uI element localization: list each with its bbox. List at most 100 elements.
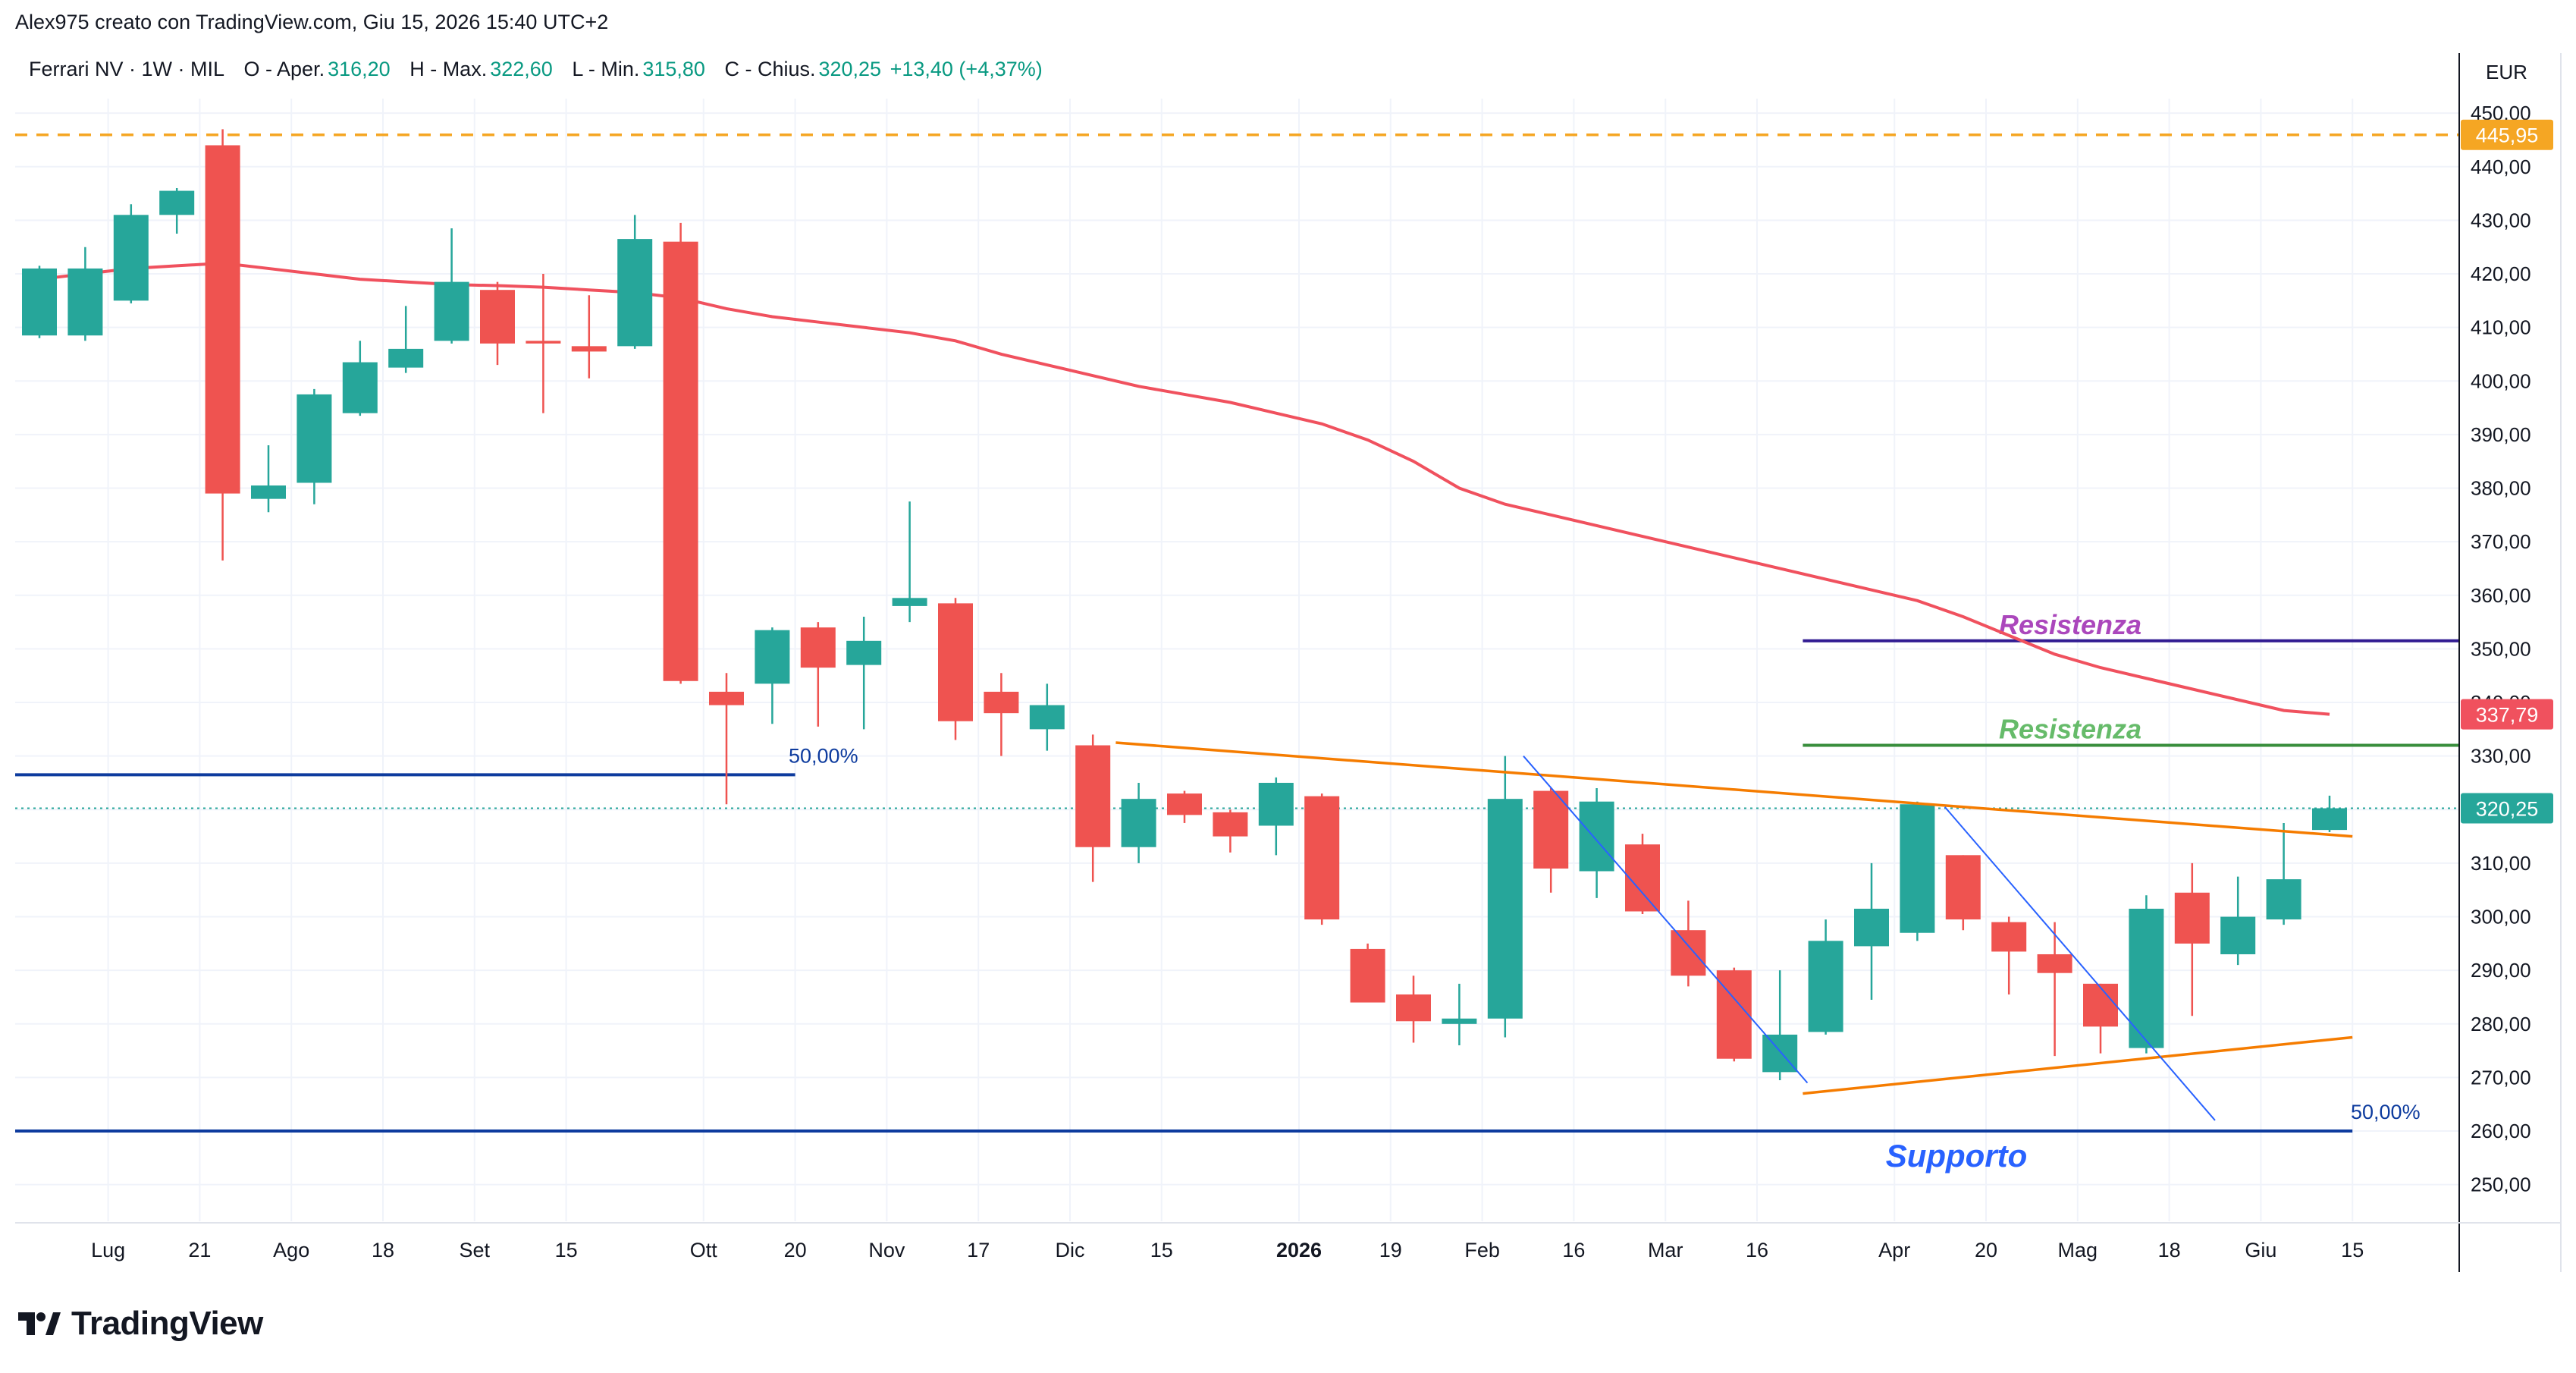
candle-body-down	[480, 290, 515, 344]
candle-body-up	[251, 485, 286, 499]
y-tick-label: 400,00	[2471, 369, 2531, 392]
x-tick-label: 15	[2341, 1239, 2364, 1261]
x-tick-label: 19	[1379, 1239, 1402, 1261]
x-tick-label: Nov	[868, 1239, 905, 1261]
candle-body-down	[938, 603, 973, 721]
candle-body-up	[1258, 782, 1294, 826]
y-tick-label: 420,00	[2471, 262, 2531, 285]
candle-body-up	[297, 394, 332, 483]
candle-body-down	[1671, 930, 1706, 976]
candle-body-down	[1625, 844, 1660, 912]
max-level-tag: 445,95	[2476, 124, 2539, 147]
x-tick-label: 18	[372, 1239, 394, 1261]
moving-average	[39, 261, 2330, 716]
candle-body-up	[22, 268, 57, 336]
candle-body-down	[984, 691, 1019, 714]
y-tick-label: 280,00	[2471, 1013, 2531, 1035]
x-tick-label: 15	[1150, 1239, 1173, 1261]
axes: 450,00440,00430,00420,00410,00400,00390,…	[15, 53, 2562, 1272]
candle-body-up	[434, 281, 469, 341]
low-value: 315,80	[642, 58, 705, 80]
y-tick-label: 360,00	[2471, 584, 2531, 607]
x-tick-label: 20	[1975, 1239, 1997, 1261]
candle-body-down	[1945, 855, 1981, 920]
x-tick-label: Mag	[2058, 1239, 2098, 1261]
x-tick-label: Dic	[1056, 1239, 1085, 1261]
candle-body-down	[2083, 983, 2118, 1027]
tradingview-logo-icon	[18, 1312, 61, 1335]
candle-body-up	[1900, 804, 1935, 933]
candle-body-down	[1304, 796, 1340, 920]
down-trend-2-trendline	[1944, 806, 2216, 1121]
upper-triangle-trendline	[1115, 741, 2353, 838]
y-tick-label: 430,00	[2471, 209, 2531, 231]
tradingview-logo[interactable]: TradingView	[18, 1305, 263, 1342]
open-value: 316,20	[328, 58, 391, 80]
candle-body-up	[342, 362, 378, 413]
trendlines	[1115, 741, 2353, 1121]
candles	[22, 129, 2347, 1080]
ma-value-tag-bg	[2461, 699, 2553, 730]
support-label: Supporto	[1886, 1138, 2028, 1173]
candle-body-up	[1808, 941, 1843, 1032]
y-tick-label: 310,00	[2471, 852, 2531, 875]
candle-body-down	[1213, 812, 1248, 837]
candle-body-up	[1762, 1034, 1798, 1073]
brand-text: TradingView	[71, 1305, 263, 1342]
candle-body-up	[159, 190, 195, 215]
candle-body-up	[1121, 799, 1156, 847]
close-value: 320,25	[818, 58, 882, 80]
currency-label[interactable]: EUR	[2486, 61, 2527, 83]
candle-body-up	[2220, 916, 2256, 954]
candle-body-down	[1991, 922, 2027, 952]
high-label: H - Max.	[409, 58, 488, 80]
candle-body-up	[617, 239, 653, 347]
y-tick-label: 440,00	[2471, 156, 2531, 178]
x-tick-label: Feb	[1464, 1239, 1500, 1261]
candle-body-down	[800, 627, 836, 668]
x-tick-label: Apr	[1878, 1239, 1910, 1261]
x-tick-label: 15	[555, 1239, 578, 1261]
candle-body-up	[1029, 705, 1065, 730]
candle-body-down	[1167, 793, 1202, 815]
candle-body-up	[1579, 801, 1614, 872]
candle-body-down	[2174, 892, 2210, 944]
last-price-tag: 320,25	[2476, 798, 2539, 821]
resistance-purple-label: Resistenza	[1999, 609, 2141, 640]
candle-body-up	[1487, 799, 1523, 1019]
ma-value-tag: 337,79	[2476, 704, 2539, 727]
candle-body-down	[205, 145, 240, 494]
open-label: O - Aper.	[243, 58, 325, 80]
max-level-tag-bg	[2461, 119, 2553, 150]
candle-body-down	[1396, 994, 1431, 1022]
x-tick-label: 17	[967, 1239, 990, 1261]
symbol-name[interactable]: Ferrari NV · 1W · MIL	[29, 58, 225, 80]
candle-body-down	[663, 241, 698, 681]
candle-body-up	[846, 640, 882, 665]
x-tick-label: Ago	[273, 1239, 309, 1261]
y-tick-label: 290,00	[2471, 959, 2531, 982]
y-tick-label: 410,00	[2471, 316, 2531, 339]
last-price-tag-bg	[2461, 793, 2553, 824]
x-tick-label: 2026	[1276, 1239, 1322, 1261]
x-tick-label: 21	[188, 1239, 211, 1261]
low-label: L - Min.	[572, 58, 640, 80]
candle-body-down	[526, 341, 561, 344]
horizontal-lines: 50,00% 50,00% Resistenza Resistenza Supporto	[15, 133, 2459, 1173]
y-tick-label: 250,00	[2471, 1173, 2531, 1196]
candle-body-up	[2312, 808, 2347, 831]
candle-body-up	[67, 268, 103, 336]
candle-body-up	[1442, 1018, 1477, 1024]
lower-triangle-trendline	[1803, 1035, 2353, 1095]
candle-body-down	[1075, 745, 1111, 847]
candle-body-down	[2037, 954, 2072, 973]
fib-50-lower-label: 50,00%	[2351, 1101, 2421, 1123]
fib-50-upper-label: 50,00%	[789, 744, 858, 767]
candle-body-up	[2129, 908, 2164, 1048]
candle-body-up	[113, 215, 149, 301]
x-tick-label: Giu	[2245, 1239, 2276, 1261]
x-tick-label: 16	[1562, 1239, 1585, 1261]
y-tick-label: 370,00	[2471, 530, 2531, 553]
grid	[15, 99, 2459, 1221]
